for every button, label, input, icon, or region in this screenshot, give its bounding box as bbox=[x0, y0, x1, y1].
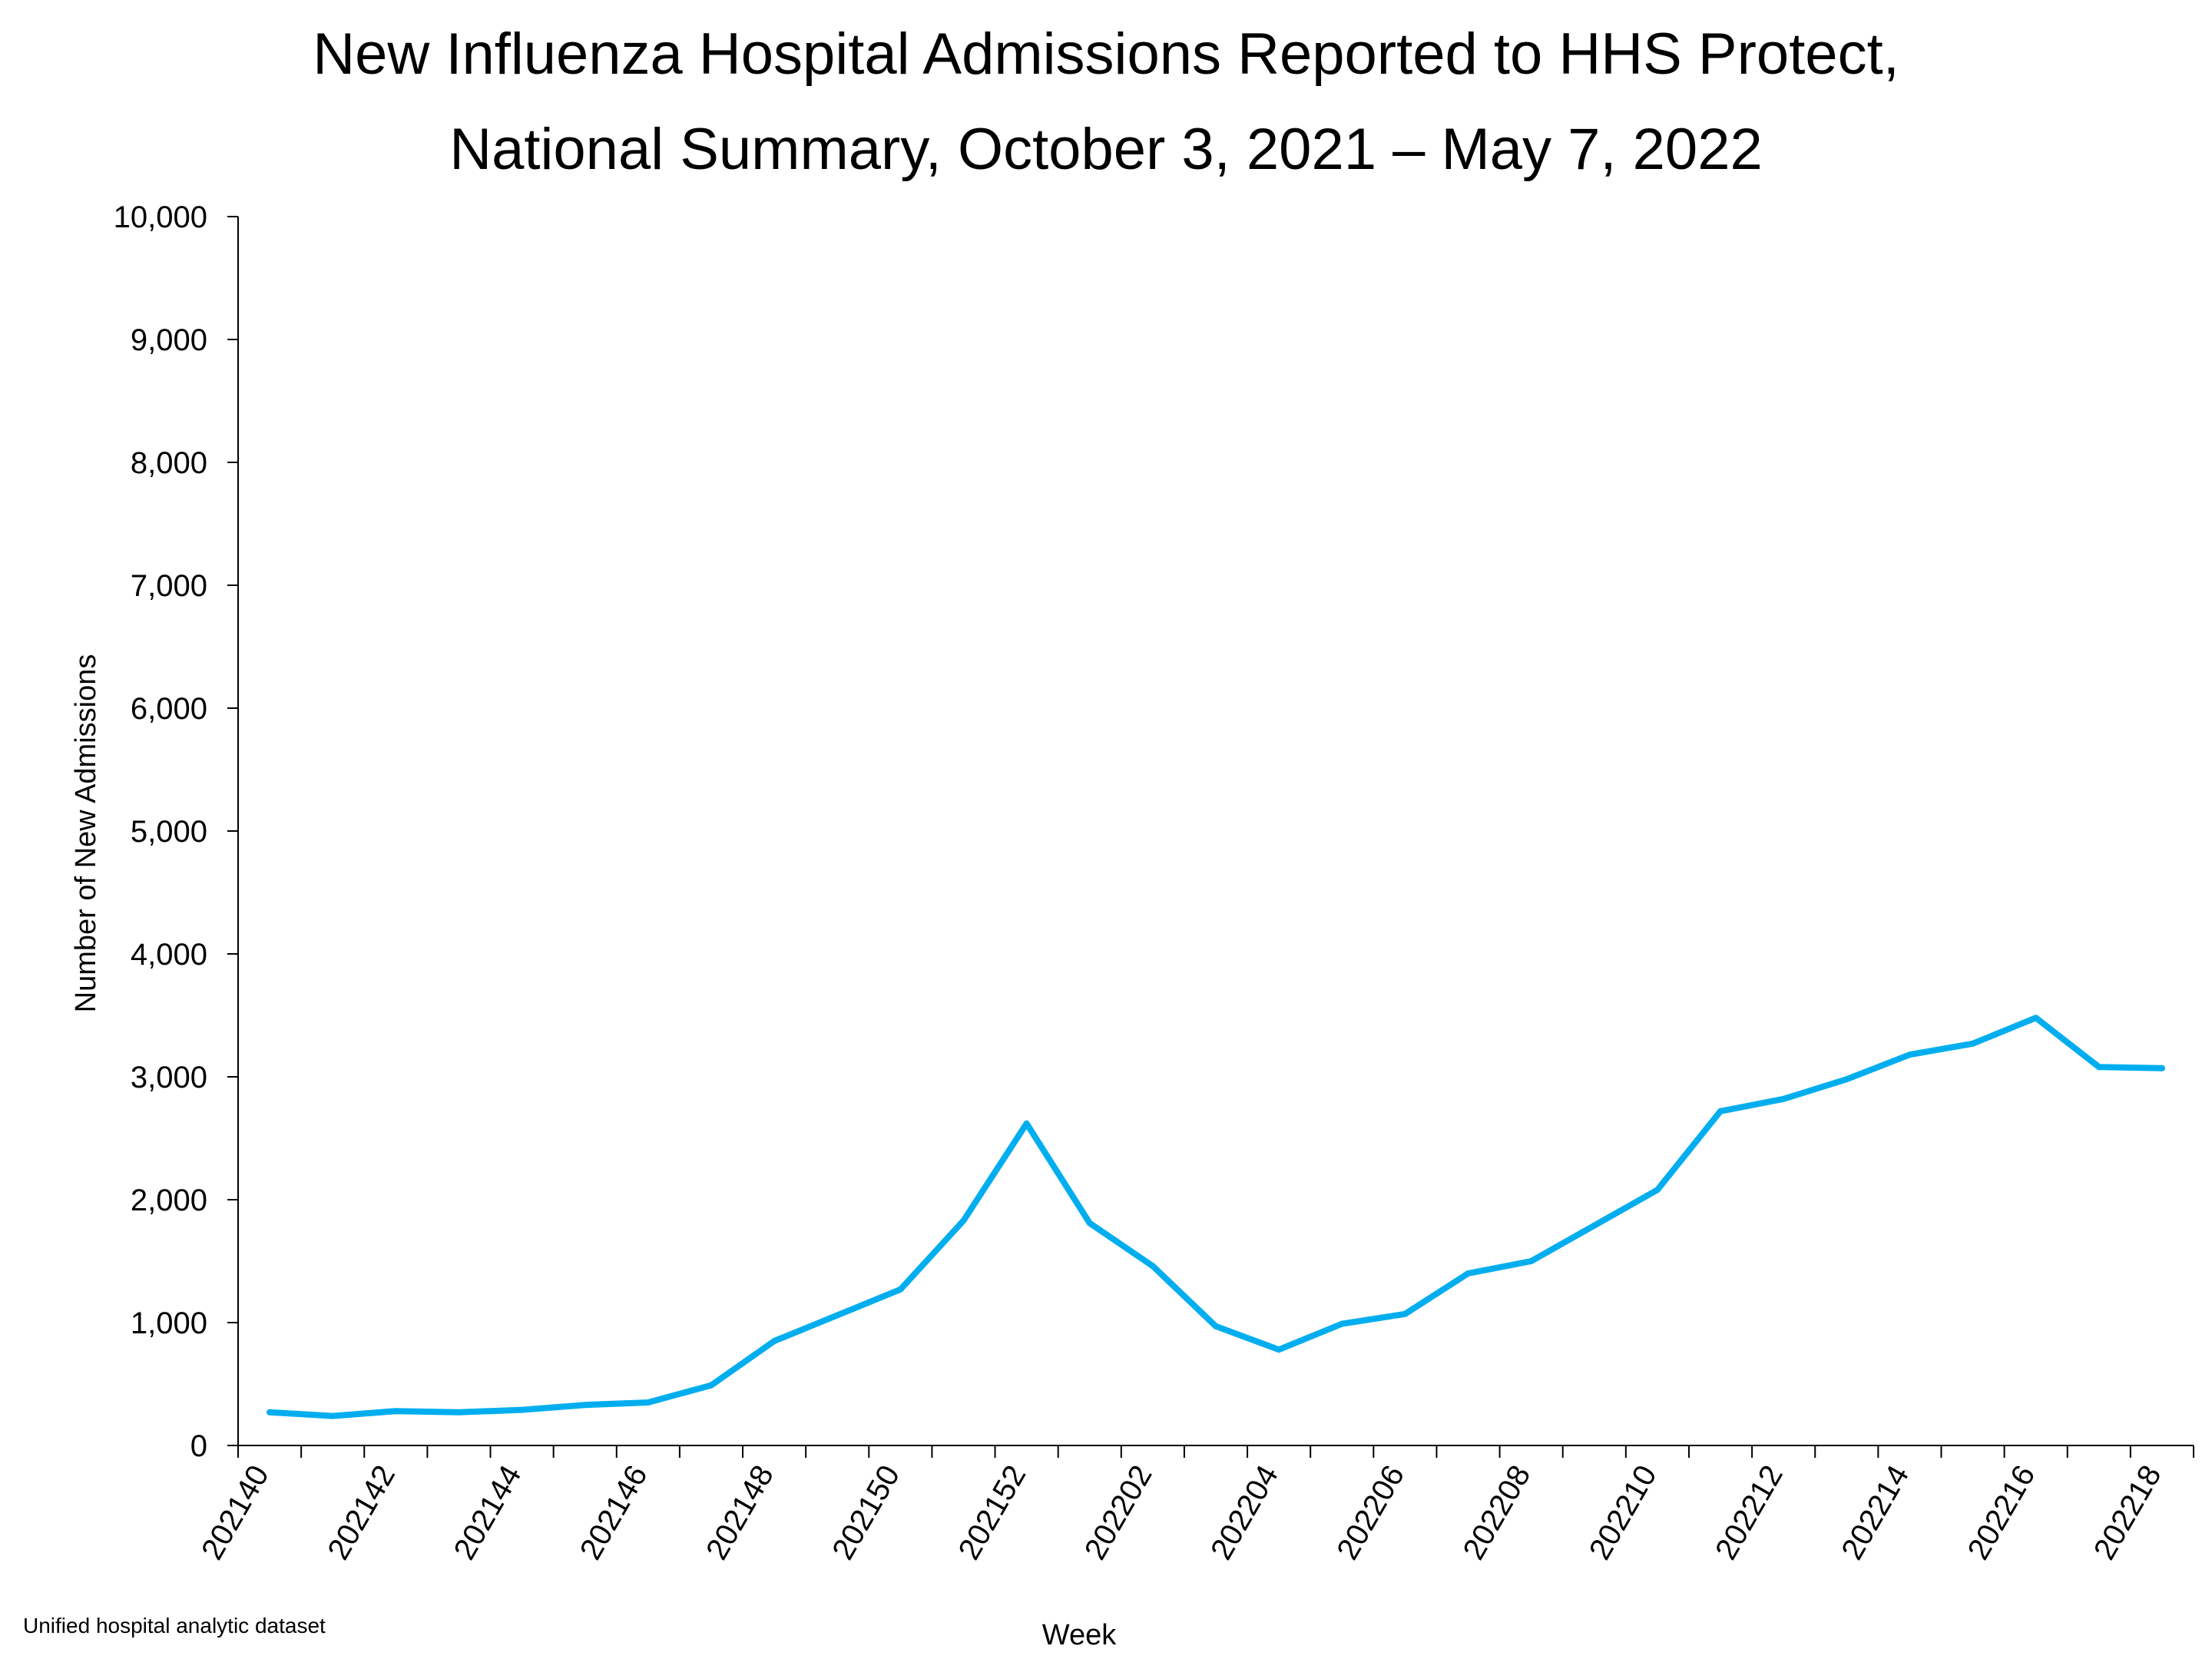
series-layer bbox=[267, 1015, 2165, 1419]
data-point bbox=[267, 1409, 273, 1416]
x-axis: 202140 202142 202144 202146 202148 202150 2021… bbox=[195, 1445, 2194, 1565]
data-point bbox=[1213, 1323, 1219, 1330]
y-axis: 0 1,000 2,000 3,000 4,000 5,000 6,000 7,000 8,00… bbox=[114, 200, 239, 1463]
x-tick-label: 202210 bbox=[1583, 1460, 1664, 1566]
y-axis-label: Number of New Admissions bbox=[70, 654, 102, 1013]
y-tick-label: 2,000 bbox=[131, 1184, 207, 1217]
data-point bbox=[834, 1312, 841, 1319]
y-tick-label: 1,000 bbox=[131, 1306, 207, 1340]
data-point bbox=[329, 1412, 336, 1419]
data-point bbox=[1086, 1220, 1093, 1227]
x-axis-label: Week bbox=[1042, 1619, 1117, 1651]
data-point bbox=[392, 1408, 399, 1415]
data-point bbox=[1780, 1095, 1787, 1102]
data-point bbox=[897, 1286, 904, 1293]
x-tick-label: 202202 bbox=[1078, 1460, 1159, 1566]
y-tick-label: 3,000 bbox=[131, 1061, 207, 1094]
x-tick-label: 202152 bbox=[952, 1460, 1033, 1566]
x-tick-label: 202142 bbox=[321, 1460, 402, 1566]
x-tick-label: 202218 bbox=[2088, 1460, 2168, 1566]
data-point bbox=[1339, 1320, 1346, 1327]
data-point bbox=[960, 1217, 967, 1224]
data-point bbox=[1023, 1120, 1030, 1127]
x-tick-label: 202150 bbox=[826, 1460, 906, 1566]
y-tick-label: 8,000 bbox=[131, 446, 207, 480]
x-tick-label: 202204 bbox=[1204, 1460, 1285, 1566]
y-tick-label: 9,000 bbox=[131, 323, 207, 357]
data-point bbox=[708, 1382, 714, 1389]
x-tick-label: 202208 bbox=[1457, 1459, 1538, 1565]
x-tick-label: 202144 bbox=[448, 1460, 528, 1566]
x-tick-label: 202206 bbox=[1330, 1460, 1411, 1566]
data-point bbox=[771, 1338, 778, 1344]
x-tick-label: 202216 bbox=[1962, 1460, 2042, 1566]
data-point bbox=[1149, 1263, 1156, 1270]
data-point bbox=[2095, 1064, 2102, 1071]
y-tick-label: 0 bbox=[190, 1429, 207, 1463]
data-point bbox=[1402, 1310, 1409, 1317]
y-tick-label: 4,000 bbox=[131, 938, 207, 972]
data-point bbox=[455, 1409, 462, 1416]
source-note: Unified hospital analytic dataset bbox=[23, 1614, 326, 1637]
data-point bbox=[2158, 1065, 2165, 1071]
chart-title-line1: New Influenza Hospital Admissions Report… bbox=[313, 22, 1899, 87]
data-point bbox=[1969, 1040, 1976, 1047]
series-line bbox=[267, 1015, 2165, 1419]
data-point bbox=[2032, 1015, 2039, 1022]
data-point bbox=[1465, 1270, 1472, 1277]
y-tick-label: 5,000 bbox=[131, 815, 207, 849]
x-tick-label: 202140 bbox=[195, 1460, 276, 1566]
x-tick-label: 202146 bbox=[574, 1460, 654, 1566]
data-point bbox=[1654, 1187, 1661, 1194]
data-point bbox=[1591, 1222, 1598, 1229]
x-tick-label: 202148 bbox=[700, 1460, 780, 1566]
data-point bbox=[1717, 1108, 1724, 1114]
data-point bbox=[1276, 1346, 1283, 1353]
data-point bbox=[581, 1402, 588, 1409]
y-tick-label: 6,000 bbox=[131, 692, 207, 726]
chart-title-line2: National Summary, October 3, 2021 – May … bbox=[449, 117, 1762, 182]
y-tick-label: 7,000 bbox=[131, 569, 207, 603]
data-point bbox=[518, 1406, 525, 1413]
y-tick-label: 10,000 bbox=[114, 200, 207, 234]
x-tick-label: 202212 bbox=[1709, 1460, 1790, 1566]
data-point bbox=[644, 1399, 651, 1406]
x-tick-label: 202214 bbox=[1835, 1460, 1916, 1566]
data-point bbox=[1843, 1076, 1850, 1083]
data-point bbox=[1528, 1258, 1535, 1264]
data-point bbox=[1906, 1051, 1913, 1058]
